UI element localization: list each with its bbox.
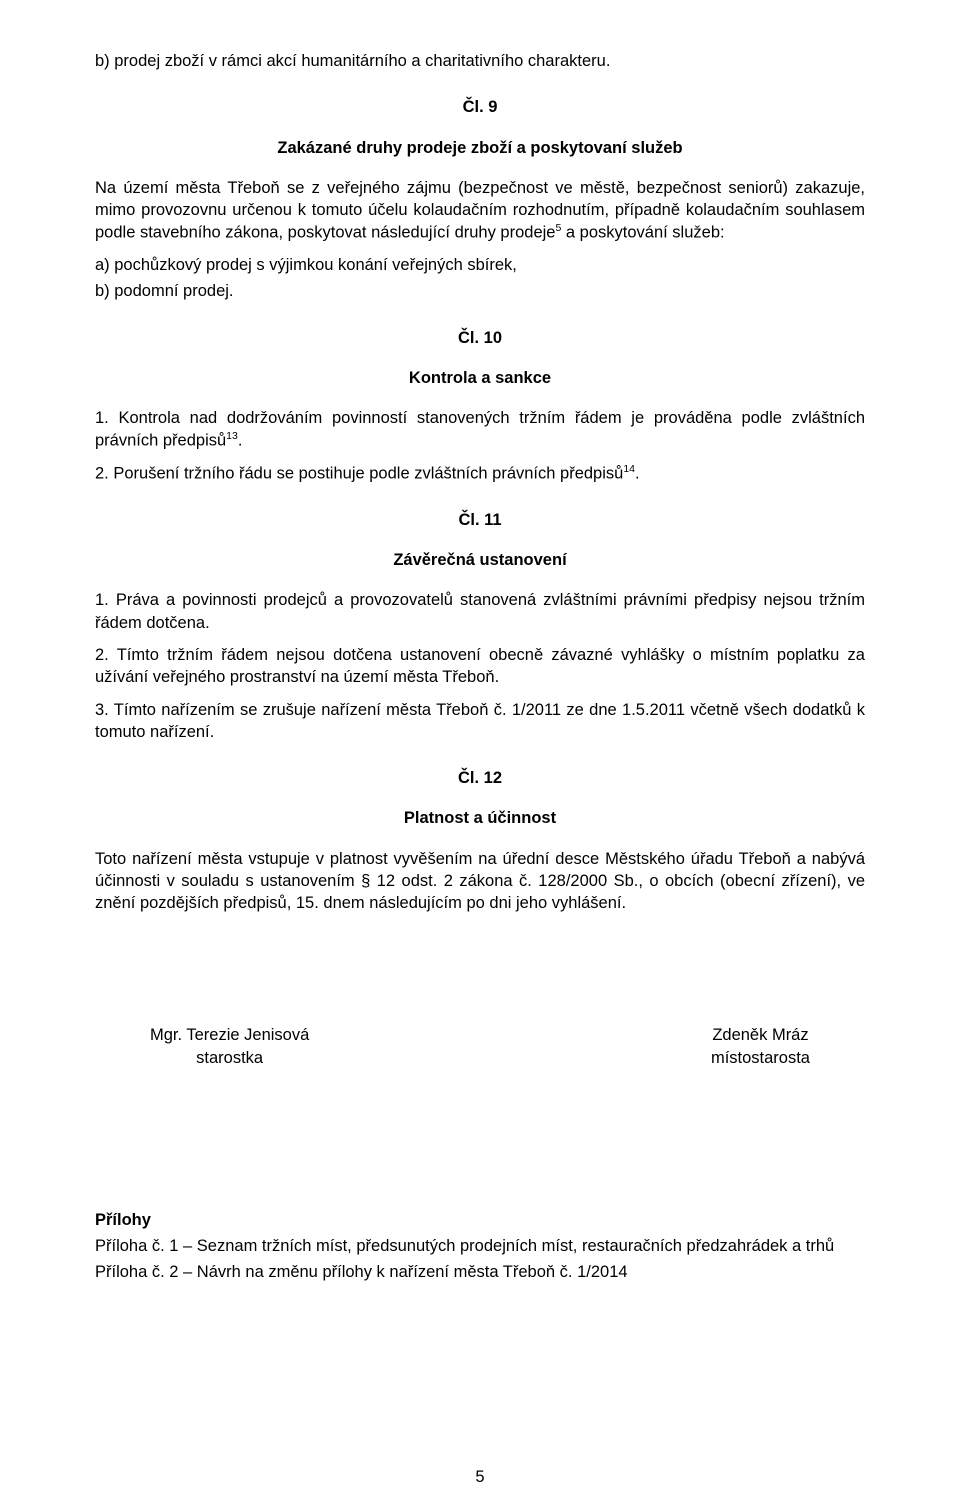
attachment-1: Příloha č. 1 – Seznam tržních míst, před… <box>95 1235 865 1257</box>
article-11-paragraph-3: 3. Tímto nařízením se zrušuje nařízení m… <box>95 699 865 744</box>
attachment-2: Příloha č. 2 – Návrh na změnu přílohy k … <box>95 1261 865 1283</box>
article-12-title: Čl. 12 <box>95 767 865 789</box>
attachments-block: Přílohy Příloha č. 1 – Seznam tržních mí… <box>95 1209 865 1284</box>
article-12-heading: Platnost a účinnost <box>95 807 865 829</box>
article-9-body-part1: Na území města Třeboň se z veřejného záj… <box>95 179 865 242</box>
top-list-item-b: b) prodej zboží v rámci akcí humanitární… <box>95 50 865 72</box>
attachments-heading: Přílohy <box>95 1209 865 1231</box>
article-10-heading: Kontrola a sankce <box>95 367 865 389</box>
article-9-item-a: a) pochůzkový prodej s výjimkou konání v… <box>95 254 865 276</box>
page-number: 5 <box>0 1466 960 1488</box>
article-9-body-part2: a poskytování služeb: <box>561 224 724 242</box>
article-10-p2-text: 2. Porušení tržního řádu se postihuje po… <box>95 465 623 483</box>
article-11-paragraph-2: 2. Tímto tržním řádem nejsou dotčena ust… <box>95 644 865 689</box>
article-9-item-b: b) podomní prodej. <box>95 280 865 302</box>
signature-row: Mgr. Terezie Jenisová starostka Zdeněk M… <box>95 1024 865 1069</box>
article-9-title: Čl. 9 <box>95 96 865 118</box>
article-10-p2-end: . <box>635 465 640 483</box>
signature-left: Mgr. Terezie Jenisová starostka <box>150 1024 309 1069</box>
article-10-p1-text: 1. Kontrola nad dodržováním povinností s… <box>95 409 865 450</box>
signature-right: Zdeněk Mráz místostarosta <box>711 1024 810 1069</box>
article-11-heading: Závěrečná ustanovení <box>95 549 865 571</box>
article-9-body: Na území města Třeboň se z veřejného záj… <box>95 177 865 244</box>
signature-right-role: místostarosta <box>711 1047 810 1069</box>
article-11-paragraph-1: 1. Práva a povinnosti prodejců a provozo… <box>95 589 865 634</box>
signature-left-role: starostka <box>150 1047 309 1069</box>
signature-right-name: Zdeněk Mráz <box>711 1024 810 1046</box>
signature-left-name: Mgr. Terezie Jenisová <box>150 1024 309 1046</box>
footnote-ref-14: 14 <box>623 463 635 475</box>
document-page: b) prodej zboží v rámci akcí humanitární… <box>0 0 960 1510</box>
footnote-ref-13: 13 <box>226 430 238 442</box>
article-9-heading: Zakázané druhy prodeje zboží a poskytova… <box>95 137 865 159</box>
article-10-paragraph-2: 2. Porušení tržního řádu se postihuje po… <box>95 462 865 485</box>
article-12-body: Toto nařízení města vstupuje v platnost … <box>95 848 865 915</box>
article-11-title: Čl. 11 <box>95 509 865 531</box>
article-10-paragraph-1: 1. Kontrola nad dodržováním povinností s… <box>95 407 865 452</box>
article-10-title: Čl. 10 <box>95 327 865 349</box>
article-10-p1-end: . <box>238 432 243 450</box>
